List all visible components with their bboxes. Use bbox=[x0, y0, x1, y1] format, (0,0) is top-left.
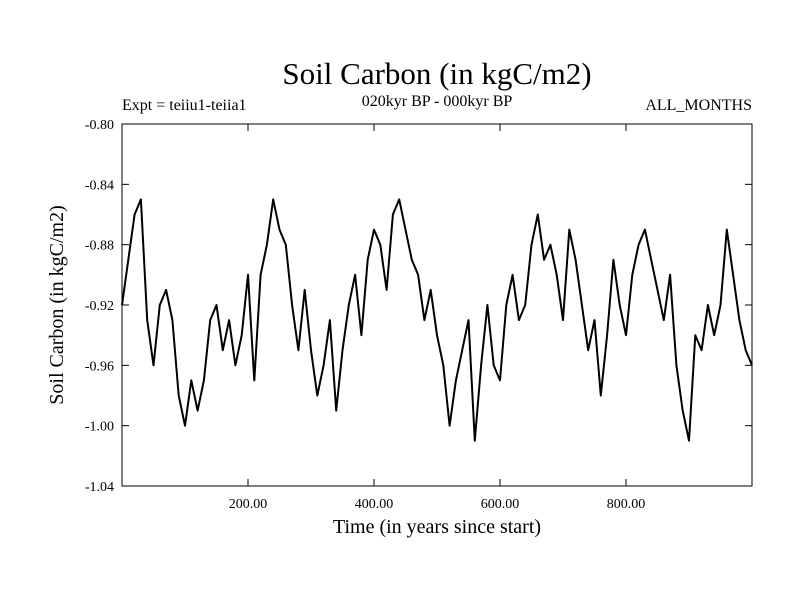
x-tick-label: 200.00 bbox=[229, 497, 268, 512]
x-tick-label: 400.00 bbox=[355, 497, 394, 512]
x-axis-label: Time (in years since start) bbox=[333, 516, 541, 538]
y-tick-label: -0.92 bbox=[85, 299, 114, 314]
x-tick-label: 800.00 bbox=[607, 497, 646, 512]
chart-left-annotation: Expt = teiiu1-teiia1 bbox=[122, 97, 247, 114]
chart-right-annotation: ALL_MONTHS bbox=[645, 97, 752, 114]
y-tick-label: -0.88 bbox=[85, 239, 114, 254]
y-tick-label: -0.96 bbox=[85, 359, 114, 374]
y-tick-label: -0.80 bbox=[85, 118, 114, 133]
x-tick-label: 600.00 bbox=[481, 497, 520, 512]
chart-subtitle: 020kyr BP - 000kyr BP bbox=[362, 93, 513, 110]
y-tick-label: -1.00 bbox=[85, 420, 114, 435]
chart-title: Soil Carbon (in kgC/m2) bbox=[282, 56, 591, 91]
x-axis: 200.00 400.00 600.00 800.00 bbox=[229, 124, 646, 512]
y-axis-label: Soil Carbon (in kgC/m2) bbox=[46, 205, 68, 404]
y-tick-label: -1.04 bbox=[85, 480, 114, 495]
series-line bbox=[121, 198, 753, 442]
y-axis: -0.80 -0.84 -0.88 -0.92 -0.96 -1.00 -1.04 bbox=[85, 118, 752, 495]
y-tick-label: -0.84 bbox=[85, 178, 114, 193]
